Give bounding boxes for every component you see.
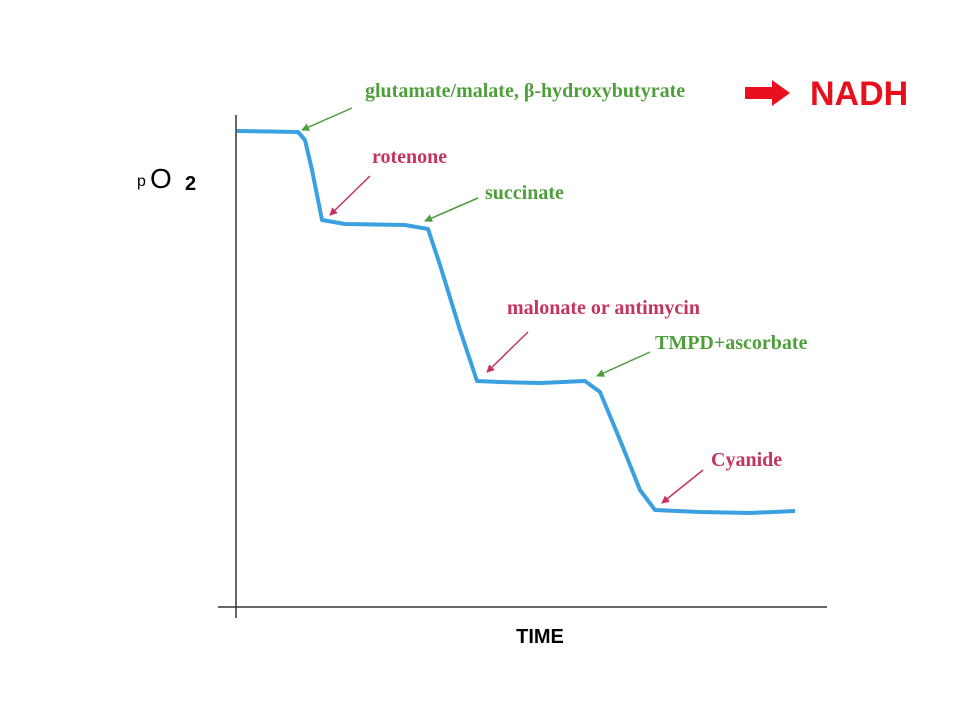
arrow xyxy=(424,197,479,222)
y-label-o: O xyxy=(150,163,172,194)
annotation: succinate xyxy=(485,182,564,204)
arrow xyxy=(486,331,529,373)
annotation: Cyanide xyxy=(711,449,782,471)
arrow xyxy=(661,469,704,504)
po2-trace xyxy=(236,129,796,515)
annotation: malonate or antimycin xyxy=(507,297,700,319)
y-label-p: p xyxy=(137,173,146,190)
x-label: TIME xyxy=(516,626,564,648)
result-label: NADH xyxy=(810,75,908,113)
arrow xyxy=(329,175,371,216)
arrow xyxy=(596,351,651,377)
annotation: TMPD+ascorbate xyxy=(655,332,808,354)
y-label-sub: 2 xyxy=(185,173,196,195)
arrow xyxy=(301,107,353,131)
result-arrow xyxy=(745,80,790,106)
annotation: rotenone xyxy=(372,146,447,168)
annotation: glutamate/malate, β-hydroxybutyrate xyxy=(365,80,685,102)
